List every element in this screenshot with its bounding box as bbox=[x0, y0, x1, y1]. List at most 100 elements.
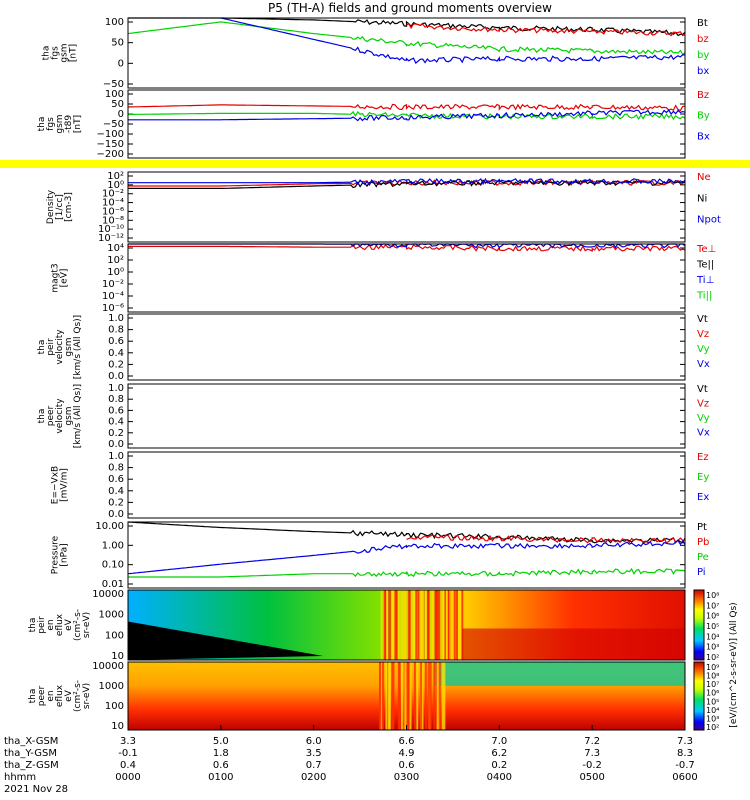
series-line-pi bbox=[127, 539, 686, 575]
legend-entry: Vy bbox=[697, 413, 710, 424]
x-tick-label: 0.7 bbox=[306, 760, 322, 771]
legend-entry: Pt bbox=[697, 522, 707, 533]
y-tick-label: 100 bbox=[105, 630, 124, 641]
y-axis-label: tha bbox=[37, 409, 47, 424]
legend-entry: Ne bbox=[697, 172, 711, 183]
spectrogram-streak bbox=[388, 662, 391, 730]
spectrogram-streak bbox=[408, 590, 411, 660]
y-axis-label: tha bbox=[37, 340, 47, 355]
y-axis-label: eV bbox=[64, 689, 74, 702]
spectrogram-streak bbox=[448, 590, 451, 660]
x-axis-row-label: tha_X-GSM bbox=[4, 736, 58, 747]
spectrogram-streak bbox=[379, 662, 382, 730]
y-tick-label: 10⁻² bbox=[102, 279, 124, 290]
y-axis-label: [nT] bbox=[73, 115, 83, 133]
y-tick-label: 0.8 bbox=[108, 394, 124, 405]
y-axis-label: E=−VxB bbox=[51, 466, 61, 504]
y-axis-label: gsm bbox=[64, 406, 74, 425]
y-tick-label: 10⁰ bbox=[107, 267, 124, 278]
legend-entry: Vz bbox=[697, 329, 709, 340]
legend-entry: Ti|| bbox=[696, 291, 712, 302]
x-tick-label: 7.3 bbox=[677, 736, 693, 747]
legend-entry: Pb bbox=[697, 537, 709, 548]
legend-entry: Ni bbox=[697, 193, 707, 204]
y-tick-label: 10² bbox=[107, 171, 124, 182]
panel-frame bbox=[127, 383, 686, 449]
spectrogram-streak bbox=[426, 590, 429, 660]
panel-peer_spec: tha peer en eflux eV (cm²-s-sr-eV) 10000 1000 10… bbox=[28, 661, 719, 732]
y-tick-label: 100 bbox=[105, 701, 124, 712]
y-axis-label: peer bbox=[46, 405, 56, 426]
legend-entry: Vt bbox=[697, 314, 708, 325]
y-tick-label: −50 bbox=[103, 79, 124, 90]
spectrogram-streak bbox=[380, 590, 383, 660]
x-tick-label: 0400 bbox=[487, 772, 512, 783]
legend-entry: Ez bbox=[697, 452, 709, 463]
colorbar-tick-label: 10⁴ bbox=[706, 632, 719, 641]
spectrogram-streak bbox=[441, 662, 444, 730]
panel-frame bbox=[127, 589, 686, 661]
y-tick-label: 10⁻¹⁰ bbox=[98, 224, 124, 235]
panel-pressure: Pressure [nPa] 10.00 1.00 0.10 0.01 Pt Pb Pe Pi bbox=[51, 521, 710, 590]
y-axis-label: gsm bbox=[55, 114, 65, 133]
spectrogram-band bbox=[434, 662, 685, 686]
y-tick-label: 0.8 bbox=[108, 463, 124, 474]
y-tick-label: 10⁻¹² bbox=[98, 233, 124, 244]
y-axis-label: Density bbox=[46, 189, 56, 224]
spectrogram-streak bbox=[457, 590, 460, 660]
x-tick-label: 4.9 bbox=[399, 748, 415, 759]
legend-entry: Ex bbox=[697, 492, 709, 503]
y-tick-label: 10² bbox=[107, 255, 124, 266]
y-axis-label: eV bbox=[64, 618, 74, 631]
panel-frame bbox=[127, 243, 686, 313]
colorbar-tick-label: 10⁴ bbox=[706, 706, 719, 715]
series-line-pb bbox=[406, 534, 686, 544]
legend-entry: Vx bbox=[697, 359, 710, 370]
spectrogram-streak bbox=[381, 662, 384, 730]
y-axis-label: en bbox=[46, 690, 56, 701]
colorbar-label-group: [eV/(cm^2-s-sr-eV)] (All Qs) bbox=[729, 602, 739, 727]
y-tick-label: 0 bbox=[118, 58, 124, 69]
y-tick-label: 0.4 bbox=[108, 486, 124, 497]
spectrogram-streak bbox=[395, 590, 398, 660]
x-axis-group: tha_X-GSMtha_Y-GSMtha_Z-GSMhhmm3.3-0.10.… bbox=[4, 602, 739, 795]
y-tick-label: −50 bbox=[103, 119, 124, 130]
y-tick-label: 10 bbox=[111, 651, 124, 662]
y-tick-label: 100 bbox=[105, 89, 124, 100]
y-tick-label: 10⁻⁴ bbox=[102, 198, 124, 209]
legend-entry: Te|| bbox=[696, 260, 714, 271]
y-tick-label: 100 bbox=[105, 17, 124, 28]
y-tick-label: 10000 bbox=[92, 589, 124, 600]
spectrogram-streak bbox=[421, 590, 424, 660]
series-line-npot bbox=[128, 177, 686, 186]
x-tick-label: 0.2 bbox=[491, 760, 507, 771]
spectrogram-streak bbox=[438, 662, 441, 730]
spectrogram-streak bbox=[455, 590, 458, 660]
panel-density: Density [1/cc] [cm-3]10²10⁰10⁻²10⁻⁴10⁻⁶10⁻… bbox=[0, 160, 750, 244]
colorbar-tick-label: 10³ bbox=[706, 714, 719, 723]
y-tick-label: 0.2 bbox=[108, 428, 124, 439]
spectrogram-streak bbox=[429, 662, 432, 730]
spectrogram-streak bbox=[444, 590, 447, 660]
x-tick-label: -0.7 bbox=[675, 760, 695, 771]
y-tick-label: 1000 bbox=[99, 610, 124, 621]
series-line-bz bbox=[406, 22, 686, 37]
y-tick-label: 0.4 bbox=[108, 417, 124, 428]
x-tick-label: 6.0 bbox=[306, 736, 322, 747]
y-axis-label: [mV/m] bbox=[60, 468, 70, 502]
spectrogram-streak bbox=[400, 662, 403, 730]
y-tick-label: 0.10 bbox=[102, 560, 124, 571]
y-axis-label: velocity bbox=[55, 329, 65, 365]
panel-fgs: tha fgs gsm [nT] 100 50 0 −50 Bt bz by bx bbox=[42, 17, 710, 90]
y-axis-label: sr-eV) bbox=[82, 612, 92, 638]
spectrogram-streak bbox=[443, 662, 446, 730]
spectrogram-streak bbox=[391, 590, 394, 660]
spectrogram-streak bbox=[433, 662, 436, 730]
y-axis-label: peer bbox=[37, 685, 47, 706]
y-tick-label: 10⁰ bbox=[107, 180, 124, 191]
spectrogram-streak bbox=[420, 662, 423, 730]
spectrogram-streak bbox=[400, 590, 403, 660]
x-tick-label: 7.3 bbox=[584, 748, 600, 759]
spectrogram-streak bbox=[407, 662, 410, 730]
y-axis-label: [km/s (All Qs)] bbox=[73, 384, 83, 448]
